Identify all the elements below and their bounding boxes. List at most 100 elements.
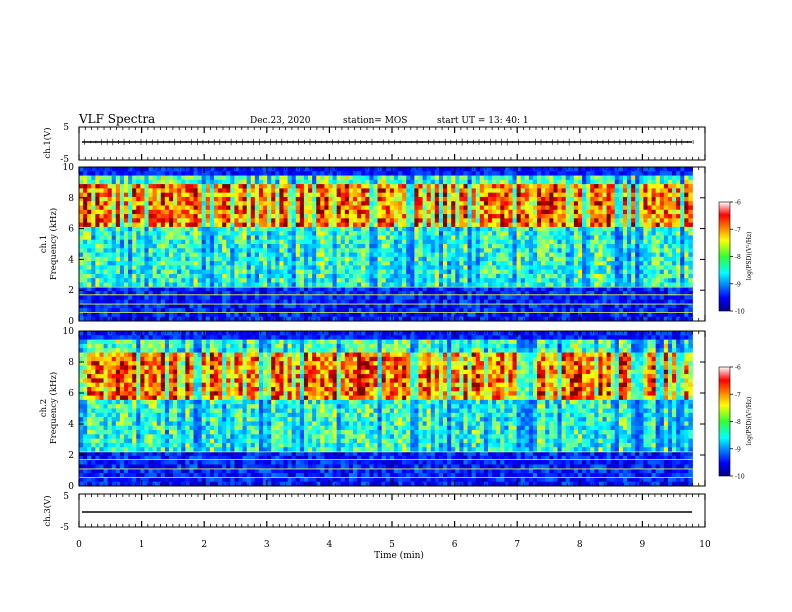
spectrogram-cell <box>234 214 239 219</box>
spectrogram-cell <box>504 244 509 249</box>
spectrogram-cell <box>447 282 452 288</box>
spectrogram-cell <box>398 295 403 301</box>
spectrogram-cell <box>602 184 607 189</box>
spectrogram-cell <box>344 256 350 262</box>
spectrogram-cell <box>234 231 239 236</box>
spectrogram-cell <box>185 261 190 266</box>
spectrogram-cell <box>590 295 595 301</box>
spectrogram-cell <box>684 295 689 301</box>
spectrogram-cell <box>655 248 661 253</box>
spectrogram-cell <box>316 184 321 189</box>
spectrogram-cell <box>173 295 178 301</box>
spectrogram-cell <box>520 205 526 211</box>
spectrogram-cell <box>152 201 158 206</box>
spectrogram-cell <box>234 239 239 245</box>
spectrogram-cell <box>569 179 575 185</box>
spectrogram-cell <box>377 244 383 249</box>
spectrogram-cell <box>357 231 362 236</box>
spectrogram-cell <box>643 273 648 279</box>
spectrogram-cell <box>577 299 583 305</box>
spectrogram-cell <box>508 261 513 266</box>
spectrogram-cell <box>128 205 133 211</box>
spectrogram-cell <box>549 265 554 271</box>
spectrogram-cell <box>381 196 387 202</box>
spectrogram-cell <box>373 252 378 258</box>
spectrogram-cell <box>308 218 313 224</box>
spectrogram-cell <box>336 248 342 253</box>
spectrogram-cell <box>676 231 681 236</box>
spectrogram-cell <box>483 295 489 301</box>
spectrogram-cell <box>193 179 199 185</box>
spectrogram-cell <box>156 286 162 292</box>
spectrogram-cell <box>553 239 558 245</box>
spectrogram-cell <box>287 231 293 236</box>
spectrogram-cell <box>418 171 423 176</box>
spectrogram-cell <box>651 295 657 301</box>
spectrogram-cell <box>586 248 591 253</box>
spectrogram-cell <box>332 282 338 288</box>
spectrogram-cell <box>201 192 207 198</box>
spectrogram-cell <box>639 256 644 262</box>
spectrogram-cell <box>672 299 677 305</box>
spectrogram-cell <box>148 269 154 275</box>
spectrogram-cell <box>168 209 174 215</box>
spectrogram-cell <box>467 261 473 266</box>
spectrogram-cell <box>164 184 170 189</box>
spectrogram-cell <box>246 244 252 249</box>
spectrogram-cell <box>324 295 329 301</box>
spectrogram-cell <box>95 205 100 211</box>
spectrogram-cell <box>275 256 280 262</box>
spectrogram-cell <box>406 175 411 181</box>
spectrogram-cell <box>353 201 358 206</box>
spectrogram-cell <box>79 175 84 181</box>
spectrogram-cell <box>672 201 677 206</box>
spectrogram-cell <box>443 248 448 253</box>
spectrogram-cell <box>676 252 681 258</box>
spectrogram-cell <box>438 192 444 198</box>
spectrogram-cell <box>627 231 632 236</box>
spectrogram-cell <box>438 175 444 181</box>
spectrogram-cell <box>91 167 96 172</box>
spectrogram-cell <box>218 222 223 228</box>
spectrogram-cell <box>573 167 579 172</box>
spectrogram-cell <box>643 209 648 215</box>
spectrogram-cell <box>348 167 354 172</box>
spectrogram-cell <box>373 273 378 279</box>
spectrogram-cell <box>422 235 428 241</box>
spectrogram-cell <box>123 291 129 296</box>
spectrogram-cell <box>103 244 109 249</box>
spectrogram-cell <box>528 218 534 224</box>
spectrogram-cell <box>532 175 538 181</box>
spectrogram-cell <box>320 239 325 245</box>
spectrogram-cell <box>340 205 346 211</box>
spectrogram-cell <box>303 218 309 224</box>
spectrogram-cell <box>569 265 575 271</box>
spectrogram-cell <box>385 179 391 185</box>
spectrogram-cell <box>213 167 219 172</box>
spectrogram-cell <box>148 291 154 296</box>
spectrogram-cell <box>263 235 268 241</box>
spectrogram-cell <box>635 188 640 194</box>
spectrogram-cell <box>455 171 460 176</box>
spectrogram-cell <box>606 235 612 241</box>
spectrogram-cell <box>246 295 252 301</box>
spectrogram-cell <box>308 252 313 258</box>
spectrogram-cell <box>246 205 252 211</box>
spectrogram-cell <box>234 179 239 185</box>
spectrogram-cell <box>647 248 652 253</box>
spectrogram-cell <box>676 209 681 215</box>
spectrogram-cell <box>594 265 599 271</box>
spectrogram-cell <box>119 235 125 241</box>
spectrogram-cell <box>455 252 460 258</box>
spectrogram-cell <box>459 231 464 236</box>
spectrogram-cell <box>541 205 546 211</box>
spectrogram-cell <box>676 235 681 241</box>
spectrogram-cell <box>324 188 329 194</box>
spectrogram-cell <box>512 201 518 206</box>
spectrogram-cell <box>263 244 268 249</box>
spectrogram-cell <box>618 175 624 181</box>
spectrogram-cell <box>573 252 579 258</box>
spectrogram-cell <box>606 192 612 198</box>
spectrogram-cell <box>663 244 669 249</box>
spectrogram-cell <box>479 209 485 215</box>
